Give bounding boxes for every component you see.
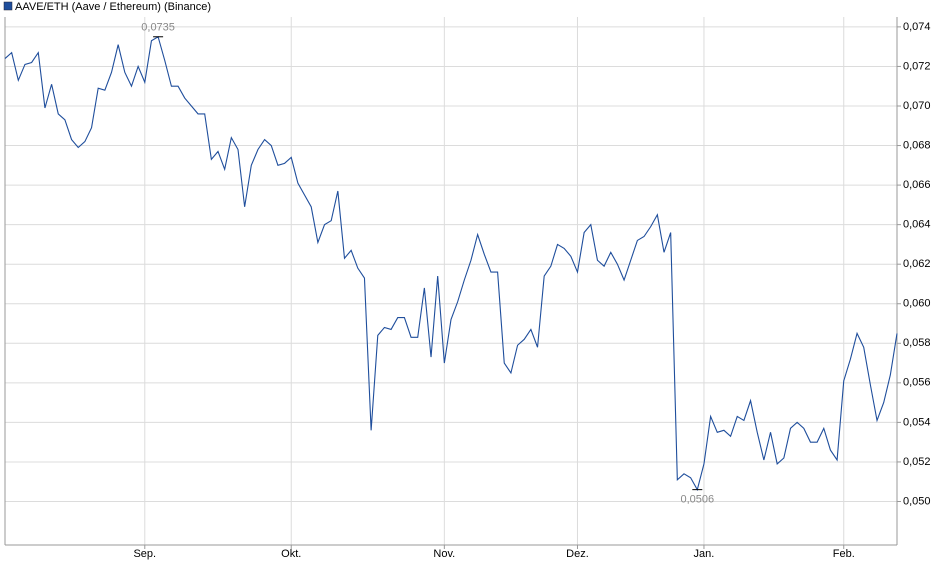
y-tick-label: 0,064: [903, 219, 931, 231]
x-tick-label: Sep.: [133, 548, 156, 560]
x-tick-label: Feb.: [833, 548, 855, 560]
y-tick-label: 0,072: [903, 60, 931, 72]
x-tick-label: Okt.: [281, 548, 301, 560]
y-tick-label: 0,068: [903, 139, 931, 151]
y-tick-label: 0,070: [903, 100, 931, 112]
x-tick-label: Dez.: [566, 548, 589, 560]
y-tick-label: 0,054: [903, 416, 931, 428]
y-tick-label: 0,060: [903, 298, 931, 310]
y-tick-label: 0,058: [903, 337, 931, 349]
series-line: [4, 35, 898, 492]
y-tick-label: 0,074: [903, 21, 931, 33]
legend-label: AAVE/ETH (Aave / Ethereum) (Binance): [15, 1, 211, 13]
x-tick-label: Nov.: [433, 548, 455, 560]
x-tick-label: Jan.: [694, 548, 715, 560]
y-tick-label: 0,062: [903, 258, 931, 270]
y-tick-label: 0,056: [903, 377, 931, 389]
value-label: 0,0506: [680, 494, 714, 506]
y-tick-label: 0,066: [903, 179, 931, 191]
y-tick-label: 0,052: [903, 456, 931, 468]
value-label: 0,0735: [141, 22, 175, 34]
y-tick-label: 0,050: [903, 495, 931, 507]
legend-swatch: [3, 1, 13, 11]
